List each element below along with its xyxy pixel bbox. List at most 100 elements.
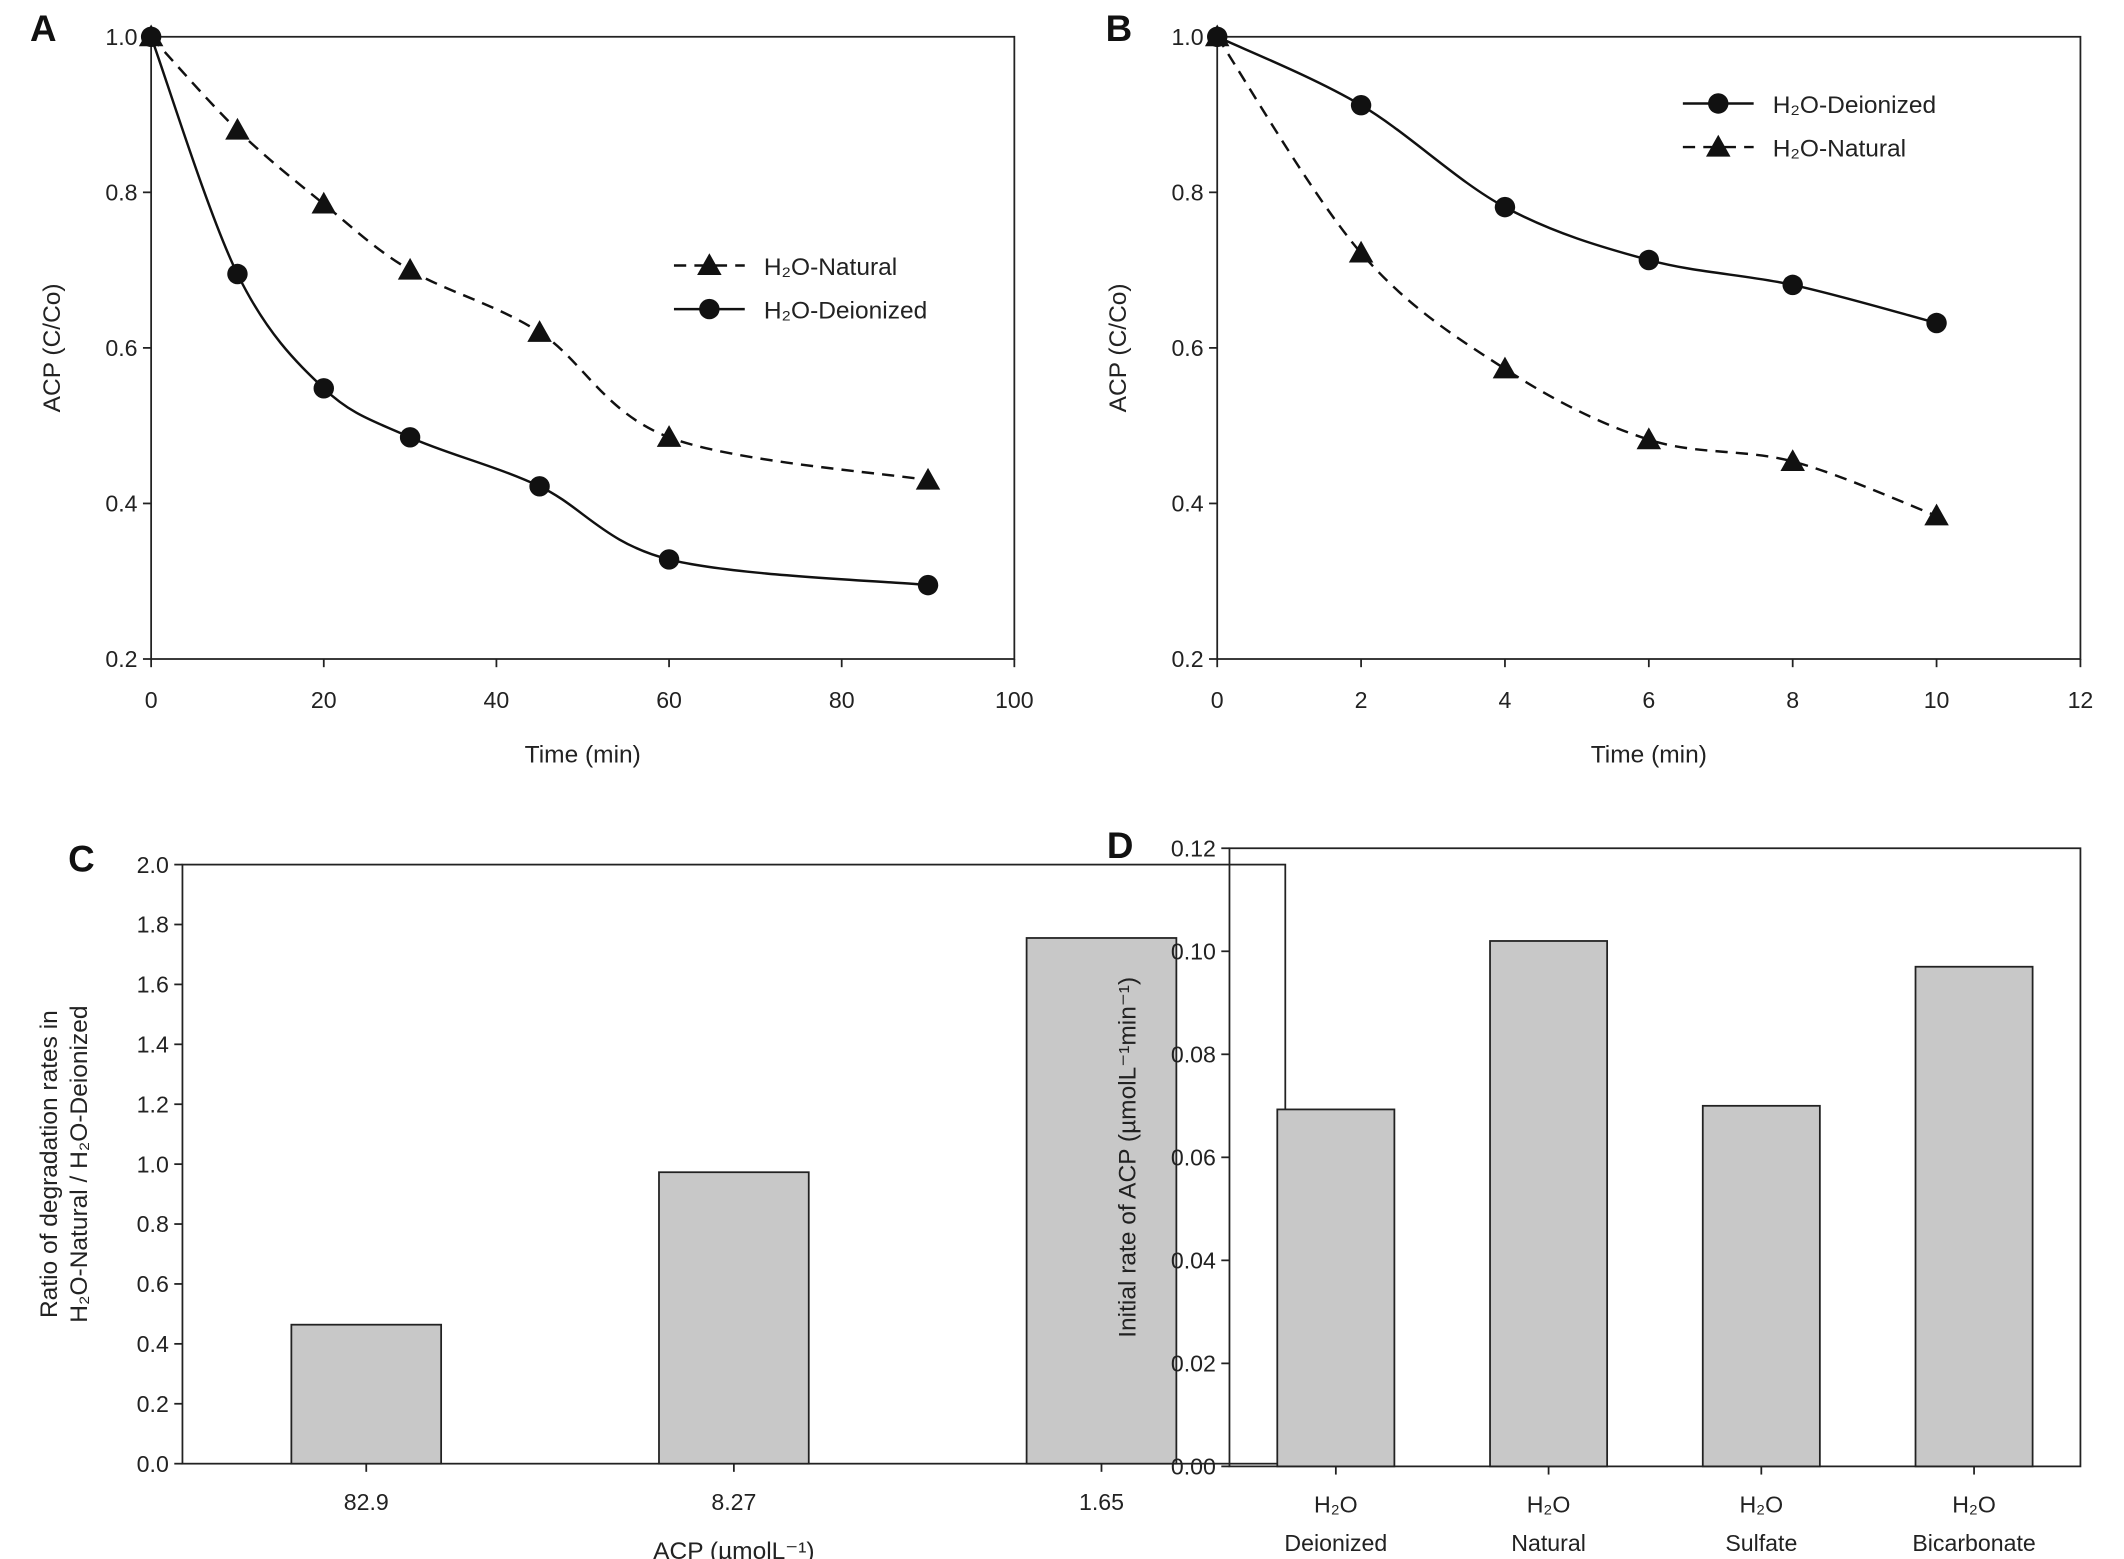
plot-frame <box>150 35 1016 660</box>
panel-label: C <box>68 838 95 879</box>
data-point <box>1204 24 1230 47</box>
x-tick-label: 1.65 <box>1079 1489 1124 1515</box>
data-point <box>915 467 941 490</box>
x-axis-label: Time (min) <box>525 741 641 768</box>
data-point <box>1492 356 1518 379</box>
panel-label: B <box>1106 8 1133 49</box>
y-tick-label: 0.02 <box>1171 1351 1216 1377</box>
y-tick-label: 0.04 <box>1171 1248 1216 1274</box>
x-tick-label: 0 <box>1211 687 1224 713</box>
bar <box>290 1323 443 1465</box>
y-tick-label: 0.6 <box>1171 335 1203 361</box>
plot-frame <box>1216 35 2082 660</box>
y-axis-label: H₂O-Natural / H₂O-Deionized <box>66 1006 93 1323</box>
y-axis-label: Initial rate of ACP (µmolL⁻¹min⁻¹) <box>1115 977 1142 1338</box>
x-tick-label: 60 <box>656 687 682 713</box>
y-tick-label: 0.2 <box>1171 646 1203 672</box>
y-tick-label: 0.4 <box>105 491 137 517</box>
bar <box>1489 940 1609 1468</box>
y-tick-label: 0.6 <box>137 1271 169 1297</box>
bar <box>1914 965 2034 1468</box>
y-axis-label: ACP (C/Co) <box>1105 283 1132 412</box>
x-tick-label: 4 <box>1499 687 1512 713</box>
x-tick-label: H₂O <box>1952 1492 1996 1518</box>
y-axis-label: Ratio of degradation rates in <box>36 1010 63 1318</box>
data-point <box>225 117 250 140</box>
x-tick-label: Natural <box>1511 1530 1586 1556</box>
x-tick-label: 82.9 <box>344 1489 389 1515</box>
y-axis-label: ACP (C/Co) <box>39 283 66 412</box>
data-point <box>1782 274 1803 296</box>
y-tick-label: 1.2 <box>137 1091 169 1117</box>
x-tick-label: 8.27 <box>711 1489 756 1515</box>
y-tick-label: 0.2 <box>137 1391 169 1417</box>
data-point <box>529 476 550 497</box>
chart-panel-b: B 0.2 0.4 0.6 0.8 1.0 ACP (C/Co) 0 2 4 6 8 10 12 Time … <box>1105 8 2093 769</box>
x-tick-label: H₂O <box>1314 1492 1358 1518</box>
legend-marker <box>1708 93 1729 114</box>
legend-marker <box>699 298 720 320</box>
x-tick-label: 10 <box>1924 687 1950 713</box>
legend-marker <box>697 253 722 276</box>
data-point <box>1636 427 1662 450</box>
x-tick-label: H₂O <box>1739 1492 1783 1518</box>
chart-panel-c: C 0.0 0.2 0.4 0.6 0.8 1.0 1.2 1.4 1.6 1.8 2.0 Ratio … <box>36 838 1287 1559</box>
data-point <box>1780 449 1805 471</box>
data-point <box>399 427 421 448</box>
y-tick-label: 1.6 <box>137 972 169 998</box>
y-tick-label: 0.4 <box>1171 491 1203 517</box>
x-axis-label: ACP (µmolL⁻¹) <box>653 1538 814 1559</box>
y-tick-label: 1.8 <box>137 912 169 938</box>
data-point <box>1924 503 1949 526</box>
y-tick-label: 0.8 <box>1171 180 1203 206</box>
panel-label: A <box>30 8 57 49</box>
y-tick-label: 0.10 <box>1171 938 1216 964</box>
y-tick-label: 1.0 <box>1171 24 1203 50</box>
data-point <box>1348 240 1374 263</box>
x-axis-label: Time (min) <box>1591 741 1707 768</box>
legend-label: H₂O-Deionized <box>1773 92 1936 119</box>
data-point <box>140 26 162 47</box>
y-tick-label: 1.0 <box>137 1151 169 1177</box>
series-line <box>1216 35 1937 325</box>
x-tick-label: 2 <box>1355 687 1368 713</box>
y-tick-label: 1.4 <box>137 1031 169 1057</box>
series-circle <box>140 26 939 596</box>
series-circle <box>1207 26 1947 334</box>
data-point <box>658 549 680 570</box>
x-tick-label: 8 <box>1786 687 1799 713</box>
series-triangle <box>1204 24 1949 526</box>
data-point <box>397 257 423 280</box>
panel-label: D <box>1107 825 1134 866</box>
x-tick-label: Bicarbonate <box>1912 1530 2035 1556</box>
x-tick-label: 20 <box>311 687 337 713</box>
data-point <box>1926 312 1947 334</box>
y-tick-label: 2.0 <box>137 852 169 878</box>
y-tick-label: 0.6 <box>105 335 137 361</box>
data-point <box>311 191 337 214</box>
legend-label: H₂O-Natural <box>764 254 897 281</box>
x-tick-label: 12 <box>2068 687 2094 713</box>
y-tick-label: 0.4 <box>137 1331 169 1357</box>
legend-item: H₂O-Deionized <box>1682 92 1936 119</box>
y-tick-label: 0.00 <box>1171 1454 1216 1480</box>
x-tick-label: Sulfate <box>1725 1530 1797 1556</box>
chart-panel-a: A 0.2 0.4 0.6 0.8 1.0 ACP (C/Co) 0 20 40 60 80 100 Ti… <box>30 8 1034 769</box>
x-tick-label: 6 <box>1642 687 1655 713</box>
x-tick-label: Deionized <box>1284 1530 1387 1556</box>
data-point <box>917 574 939 596</box>
y-tick-label: 0.2 <box>105 646 137 672</box>
legend-label: H₂O-Natural <box>1773 136 1906 163</box>
bar <box>1276 1108 1396 1468</box>
data-point <box>527 320 552 342</box>
x-tick-label: 80 <box>829 687 855 713</box>
y-tick-label: 1.0 <box>105 24 137 50</box>
y-tick-label: 0.12 <box>1171 835 1216 861</box>
y-tick-label: 0.8 <box>105 180 137 206</box>
x-tick-label: 0 <box>145 687 158 713</box>
data-point <box>1350 95 1372 116</box>
legend-item: H₂O-Natural <box>1682 134 1906 163</box>
data-point <box>227 263 248 285</box>
legend-label: H₂O-Deionized <box>764 298 927 325</box>
